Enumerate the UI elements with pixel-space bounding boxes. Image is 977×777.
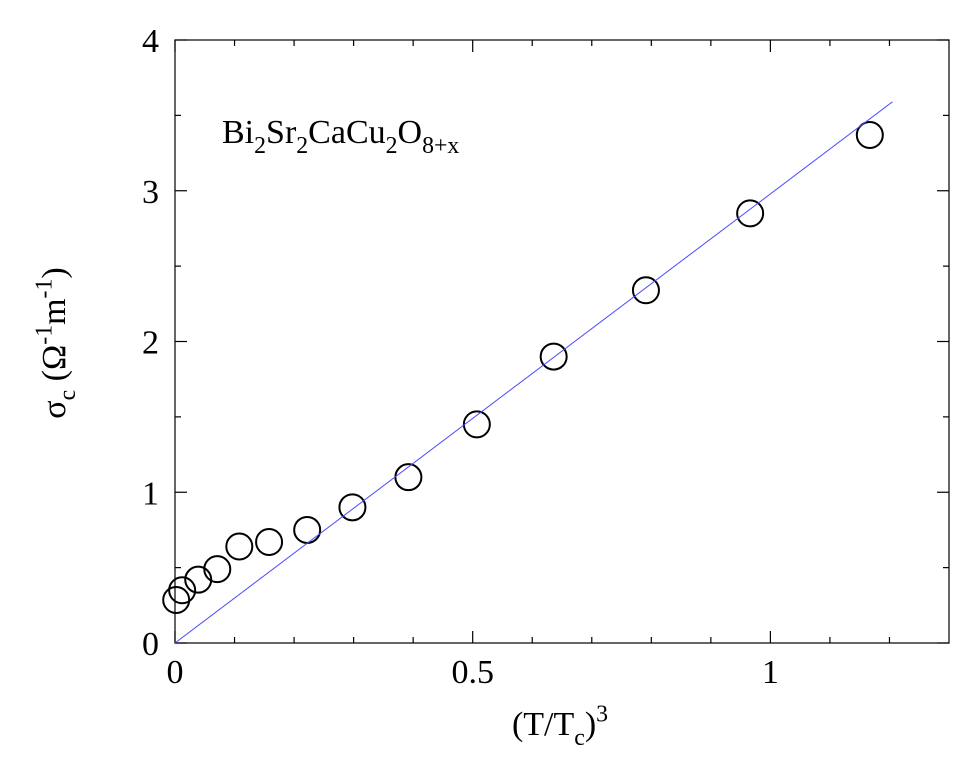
data-point — [462, 410, 491, 439]
y-tick-label: 1 — [142, 475, 159, 512]
data-point — [631, 276, 660, 305]
y-tick-label: 3 — [142, 174, 159, 211]
label-part: c — [55, 390, 81, 401]
label-part: 3 — [596, 701, 608, 727]
label-part: 2 — [254, 133, 266, 159]
label-part: O — [398, 114, 423, 151]
label-part: (T/T — [512, 706, 575, 743]
x-axis-label: (T/Tc)3 — [512, 701, 608, 751]
y-axis-label: σc (Ω-1m-1) — [31, 267, 81, 418]
data-point — [394, 463, 423, 492]
label-part: 8+x — [422, 133, 459, 159]
x-tick-label: 0 — [167, 654, 184, 691]
label-part: (Ω — [36, 345, 73, 390]
y-tick-label: 2 — [142, 325, 159, 362]
fit-line — [174, 101, 893, 644]
y-tick-label: 0 — [142, 626, 159, 663]
data-point — [225, 532, 254, 561]
label-part: ) — [36, 267, 73, 278]
data-point — [736, 199, 765, 228]
y-tick-label: 4 — [142, 23, 159, 60]
label-part: Bi — [222, 114, 254, 151]
x-tick-label: 1 — [762, 654, 779, 691]
label-part: 2 — [296, 133, 308, 159]
label-part: m — [36, 298, 73, 324]
data-point — [338, 493, 367, 522]
label-part: 2 — [386, 133, 398, 159]
label-part: σ — [36, 400, 73, 418]
label-part: -1 — [31, 279, 57, 299]
label-part: -1 — [31, 325, 57, 345]
data-point — [162, 586, 191, 615]
data-point — [203, 555, 232, 584]
data-point — [293, 515, 322, 544]
label-part: CaCu — [308, 114, 385, 151]
data-point — [855, 120, 884, 149]
data-point — [255, 527, 284, 556]
annotation: Bi2Sr2CaCu2O8+x — [222, 114, 459, 159]
label-part: c — [574, 725, 585, 751]
x-tick-label: 0.5 — [451, 654, 494, 691]
label-part: ) — [585, 706, 596, 743]
label-part: Sr — [266, 114, 297, 151]
data-point — [168, 576, 197, 605]
data-point — [539, 342, 568, 371]
